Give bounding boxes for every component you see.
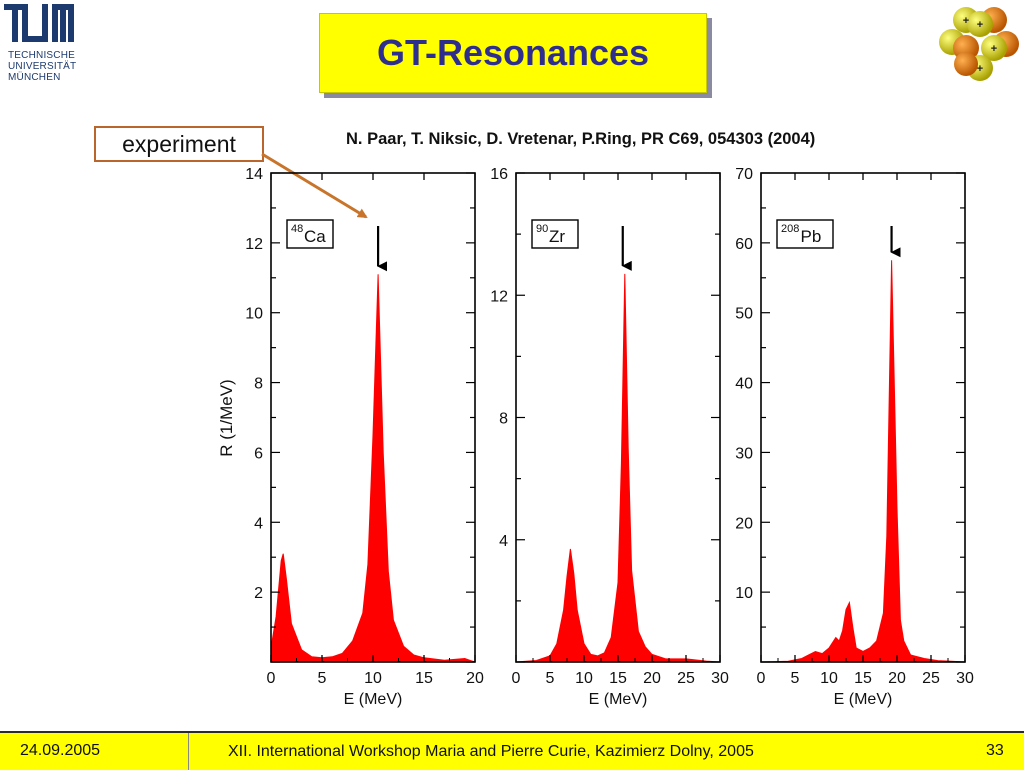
x-tick-label: 20: [643, 670, 661, 687]
tum-logo-icon: [4, 4, 74, 42]
experiment-label: experiment: [122, 131, 236, 157]
logo-line-2: UNIVERSITÄT: [8, 61, 77, 72]
logo-line-1: TECHNISCHE: [8, 50, 76, 61]
x-axis-label: E (MeV): [344, 691, 403, 708]
svg-text:+: +: [963, 15, 969, 27]
svg-text:+: +: [977, 19, 983, 31]
page-title: GT-Resonances: [376, 32, 650, 73]
y-tick-label: 70: [735, 166, 753, 183]
x-tick-label: 0: [512, 670, 521, 687]
x-tick-label: 10: [575, 670, 593, 687]
y-tick-label: 12: [245, 236, 263, 253]
y-axis-label: R (1/MeV): [217, 379, 236, 456]
x-tick-label: 15: [854, 670, 872, 687]
strength-area-pb: [760, 260, 966, 663]
strength-area-zr: [515, 273, 721, 663]
x-tick-label: 5: [791, 670, 800, 687]
y-tick-label: 12: [490, 288, 508, 305]
y-tick-label: 4: [499, 533, 508, 550]
nucleus-label-box: [776, 219, 834, 249]
chart-panel-ca: 0 5 10 15 20 2 4 6 8 10 12 14 E (MeV) 48 Ca: [245, 166, 484, 708]
footer-divider: [188, 733, 189, 770]
x-tick-label: 25: [922, 670, 940, 687]
logo-text: TECHNISCHE UNIVERSITÄT MÜNCHEN: [8, 50, 76, 83]
y-tick-label: 8: [254, 376, 263, 393]
x-axis-label: E (MeV): [589, 691, 648, 708]
x-tick-label: 20: [466, 670, 484, 687]
y-tick-label: 10: [245, 306, 263, 323]
nucleus-symbol: Pb: [801, 227, 822, 246]
nucleus-mass-number: 48: [291, 223, 303, 235]
y-tick-label: 40: [735, 376, 753, 393]
citation: N. Paar, T. Niksic, D. Vretenar, P.Ring,…: [346, 130, 816, 148]
footer-date: 24.09.2005: [20, 742, 101, 759]
x-tick-label: 0: [757, 670, 766, 687]
experiment-pointer-arrow: [261, 152, 368, 219]
x-tick-label: 25: [677, 670, 695, 687]
y-tick-label: 30: [735, 445, 753, 462]
footer: 24.09.2005 XII. International Workshop M…: [0, 731, 1024, 770]
y-tick-label: 50: [735, 306, 753, 323]
logo-line-3: MÜNCHEN: [8, 72, 61, 83]
nucleus-label-box: [286, 219, 334, 249]
x-tick-label: 10: [364, 670, 382, 687]
chart-panel-zr: 0 5 10 15 20 25 30 4 8 12 16 E (MeV) 90 Zr: [490, 166, 729, 708]
x-tick-label: 30: [711, 670, 729, 687]
y-tick-label: 6: [254, 445, 263, 462]
footer-event: XII. International Workshop Maria and Pi…: [228, 743, 754, 760]
x-tick-label: 15: [609, 670, 627, 687]
strength-area-ca: [270, 274, 476, 663]
x-tick-label: 10: [820, 670, 838, 687]
y-tick-label: 20: [735, 515, 753, 532]
y-tick-label: 60: [735, 236, 753, 253]
x-tick-label: 5: [546, 670, 555, 687]
x-tick-label: 5: [318, 670, 327, 687]
x-tick-label: 0: [267, 670, 276, 687]
page-number: 33: [986, 742, 1004, 759]
tum-logo: TECHNISCHE UNIVERSITÄT MÜNCHEN: [4, 4, 94, 90]
svg-text:+: +: [977, 63, 983, 75]
nucleus-mass-number: 208: [781, 223, 799, 235]
y-tick-label: 10: [735, 585, 753, 602]
x-tick-label: 30: [956, 670, 974, 687]
title-box: GT-Resonances: [319, 13, 707, 93]
nucleus-symbol: Zr: [549, 227, 565, 246]
experiment-label-box: experiment: [94, 126, 264, 162]
chart-panel-pb: 0 5 10 15 20 25 30 10 20 30 40 50 60 70 E (MeV) 208 Pb: [735, 166, 974, 708]
x-tick-label: 20: [888, 670, 906, 687]
nucleus-label-box: [531, 219, 579, 249]
svg-text:+: +: [991, 43, 997, 55]
y-tick-label: 8: [499, 411, 508, 428]
y-tick-label: 14: [245, 166, 263, 183]
x-axis-label: E (MeV): [834, 691, 893, 708]
y-tick-label: 4: [254, 515, 263, 532]
nucleus-mass-number: 90: [536, 223, 548, 235]
y-tick-label: 16: [490, 166, 508, 183]
nucleus-icon: + + + +: [939, 7, 1019, 81]
y-tick-label: 2: [254, 585, 263, 602]
x-tick-label: 15: [415, 670, 433, 687]
nucleus-symbol: Ca: [304, 227, 326, 246]
